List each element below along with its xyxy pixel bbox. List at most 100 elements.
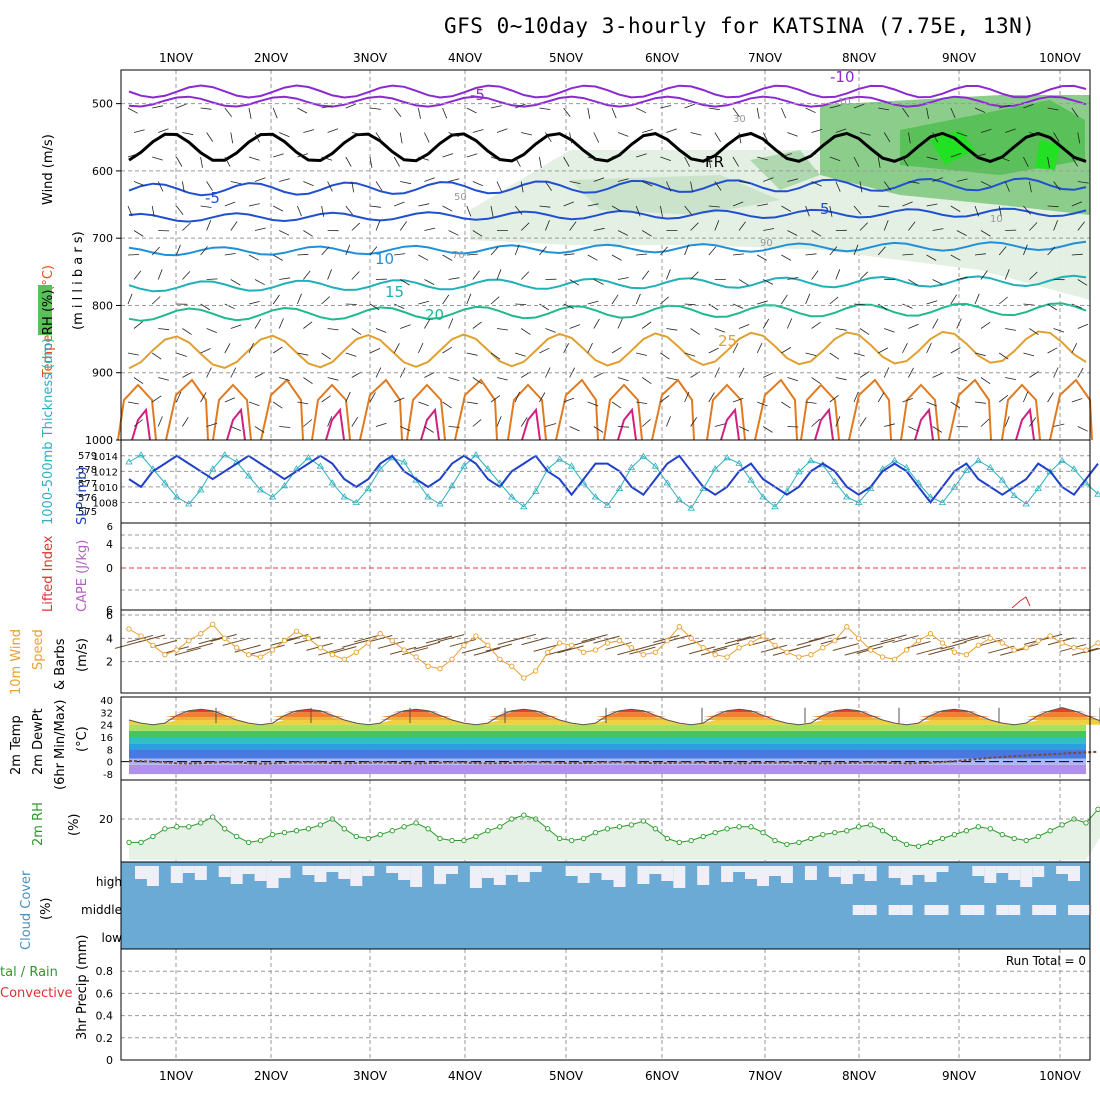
rh2m-point-54: [772, 837, 778, 844]
upper-wind-barb-1-15: [496, 128, 508, 133]
upper-wind-barb-10-20: [611, 346, 622, 354]
wind-speed-point-19: [353, 649, 359, 655]
upper-wind-barb-9-17: [545, 328, 556, 333]
upper-wind-barb-0-28: [805, 107, 816, 114]
thickness-point-10: [244, 472, 253, 479]
upper-wind-barb-1-2: [182, 132, 194, 136]
upper-wind-barb-1-23: [690, 132, 702, 136]
thickness-point-44: [651, 462, 660, 469]
thickness-point-18: [340, 493, 349, 500]
low-level-contour-orange-6: [706, 383, 746, 441]
upper-wind-barb-0-22: [660, 105, 672, 109]
upper-wind-barb-10-6: [272, 346, 283, 354]
thickness-point-81: [1094, 490, 1100, 497]
cloud-high-gap-48: [697, 866, 710, 885]
upper-wind-barb-8-21: [635, 293, 641, 305]
lifted-index-trace: [1011, 596, 1031, 609]
upper-wind-barb-5-12: [424, 227, 436, 231]
precip-run-total: Run Total = 0: [1006, 954, 1086, 968]
wind-speed-point-27: [449, 656, 455, 662]
upper-wind-barb-1-21: [642, 129, 653, 133]
upper-wind-barb-13-22: [666, 416, 671, 427]
upper-wind-barb-12-16: [514, 391, 520, 403]
upper-wind-barb-12-5: [248, 401, 260, 407]
upper-wind-barb-1-16: [521, 132, 532, 136]
upper-wind-barb-12-19: [587, 401, 599, 407]
upper-wind-barb-6-9: [345, 244, 351, 256]
lifted-top-label: 6: [107, 522, 113, 533]
upper-wind-barb-10-8: [321, 352, 331, 360]
temp-tick-label-2: 24: [100, 721, 113, 732]
rh2m-point-38: [580, 835, 587, 842]
upper-wind-barb-11-21: [641, 377, 652, 385]
low-level-contour-orange-b-1: [260, 378, 304, 441]
cloud-high-gap-18: [338, 866, 351, 879]
cloud-mid-gap-80: [1080, 905, 1092, 915]
cloud-high-gap-12: [266, 866, 279, 888]
upper-wind-barb-3-36: [1004, 181, 1010, 192]
upper-wind-barb-4-9: [345, 205, 353, 215]
upper-wind-barb-5-13: [448, 230, 459, 236]
day-label-bottom-7: 8NOV: [842, 1069, 877, 1083]
upper-wind-barb-0-20: [611, 107, 617, 119]
upper-wind-barb-6-20: [611, 254, 622, 261]
day-label-bottom-9: 10NOV: [1039, 1069, 1081, 1083]
upper-wind-barb-6-0: [127, 254, 140, 256]
upper-wind-barb-0-11: [393, 107, 402, 117]
thickness-point-74: [1010, 491, 1018, 498]
wind-barb-60: [832, 642, 859, 651]
label-precip-total: tal / Rain: [0, 965, 58, 980]
upper-wind-barb-11-10: [375, 367, 382, 378]
panel-frame-precip: [120, 948, 1091, 1061]
upper-wind-barb-3-4: [230, 181, 242, 185]
upper-wind-barb-0-30: [853, 103, 865, 109]
cloud-mid-gap-79: [1068, 905, 1080, 915]
upper-wind-barb-0-14: [466, 107, 477, 114]
thickness-point-67: [926, 493, 935, 500]
upper-wind-barb-2-27: [781, 153, 792, 158]
upper-wind-barb-9-7: [303, 321, 313, 329]
upper-wind-barb-1-4: [230, 132, 234, 144]
upper-wind-barb-0-27: [781, 107, 787, 119]
upper-wind-barb-3-8: [327, 181, 333, 192]
upper-wind-barb-11-22: [666, 377, 678, 381]
upper-wind-barb-6-4: [224, 253, 236, 256]
low-level-contour-magenta-4: [521, 407, 541, 441]
temp-tick-label-1: 32: [100, 708, 113, 719]
upper-wind-barb-10-19: [587, 342, 593, 354]
cloud-high-gap-1: [135, 866, 147, 879]
upper-wind-barb-1-3: [206, 132, 214, 142]
upper-wind-barb-4-0: [127, 205, 133, 217]
low-level-contour-orange-5: [603, 383, 643, 441]
upper-wind-barb-2-1: [152, 156, 163, 161]
slp-tick-label-0: 1014: [93, 452, 118, 463]
low-level-contour-orange-0: [117, 383, 157, 441]
cloud-mid-gap-70: [960, 905, 973, 915]
upper-wind-barb-4-3: [200, 205, 212, 208]
thickness-point-70: [962, 466, 971, 473]
upper-wind-barb-5-5: [254, 227, 266, 231]
low-level-contour-orange-b-9: [1049, 378, 1093, 441]
upper-wind-barb-6-22: [660, 246, 668, 256]
rh2m-point-30: [485, 828, 491, 834]
wind-speed-point-78: [1059, 640, 1065, 646]
thickness-point-60: [843, 493, 851, 500]
upper-wind-barb-8-28: [805, 293, 811, 305]
temp-tick-label-3: 16: [100, 733, 113, 744]
upper-wind-barb-7-33: [932, 279, 943, 285]
upper-wind-barb-7-20: [617, 277, 629, 280]
upper-wind-barb-5-20: [617, 230, 628, 236]
thickness-point-57: [807, 456, 815, 463]
upper-wind-barb-2-36: [999, 156, 1010, 162]
cloud-high-gap-57: [804, 866, 817, 880]
upper-wind-barb-12-28: [805, 401, 817, 404]
cloud-mid-gap-68: [936, 905, 949, 915]
wind-barb-54: [760, 644, 788, 653]
upper-wind-barb-4-17: [539, 205, 551, 208]
upper-wind-barb-7-28: [811, 270, 819, 280]
upper-wind-barb-5-4: [230, 221, 238, 231]
low-level-contour-orange-2: [311, 383, 351, 441]
lifted-tick-label-1: 0: [106, 562, 113, 575]
upper-wind-barb-11-20: [617, 377, 629, 382]
upper-wind-barb-2-4: [224, 156, 231, 167]
